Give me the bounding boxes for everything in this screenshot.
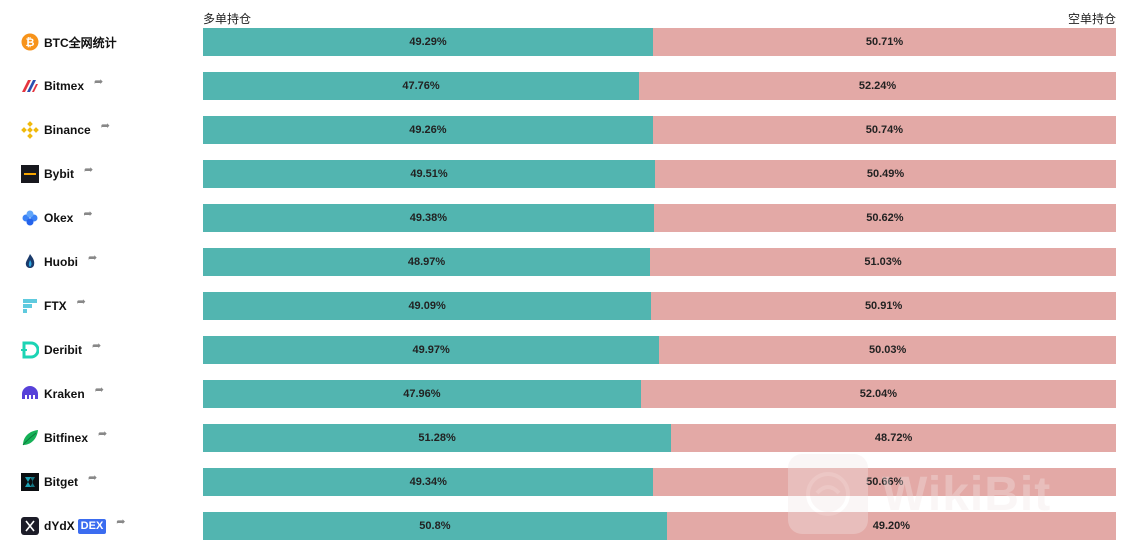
share-icon[interactable]: ➦ [100, 119, 110, 132]
long-segment: 51.28% [203, 424, 672, 452]
short-segment: 49.20% [666, 512, 1116, 540]
long-short-ratio-bar: 49.29% 50.71% [203, 28, 1116, 56]
short-segment: 52.24% [639, 72, 1116, 100]
short-segment: 50.71% [653, 28, 1116, 56]
long-segment: 49.97% [203, 336, 660, 364]
exchange-name: Okex [44, 211, 74, 225]
okex-icon [21, 209, 39, 227]
long-segment: 47.96% [203, 380, 641, 408]
exchange-label[interactable]: dYdX DEX ➦ [21, 512, 126, 540]
exchange-label[interactable]: ₿ BTC全网统计 [21, 28, 117, 56]
short-segment: 52.04% [640, 380, 1116, 408]
deribit-icon [21, 341, 39, 359]
long-short-ratio-bar: 47.76% 52.24% [203, 72, 1116, 100]
exchange-name: Binance [44, 123, 91, 137]
exchange-row: dYdX DEX ➦ 50.8% 49.20% [0, 512, 1130, 540]
exchange-row: ₿ BTC全网统计 49.29% 50.71% [0, 28, 1130, 56]
long-position-header: 多单持仓 [203, 12, 252, 26]
exchange-label[interactable]: Deribit ➦ [21, 336, 101, 364]
long-short-ratio-bar: 49.34% 50.66% [203, 468, 1116, 496]
exchange-row: Bybit ➦ 49.51% 50.49% [0, 160, 1130, 188]
share-icon[interactable]: ➦ [94, 383, 104, 396]
short-position-header: 空单持仓 [1067, 12, 1116, 26]
share-icon[interactable]: ➦ [94, 75, 104, 88]
exchange-name: Huobi [44, 255, 78, 269]
exchange-row: Bitget ➦ 49.34% 50.66% [0, 468, 1130, 496]
long-short-ratio-bar: 48.97% 51.03% [203, 248, 1116, 276]
short-segment: 50.03% [659, 336, 1116, 364]
long-segment: 49.29% [203, 28, 654, 56]
exchange-row: Binance ➦ 49.26% 50.74% [0, 116, 1130, 144]
long-segment: 49.09% [203, 292, 652, 320]
long-segment: 49.38% [203, 204, 654, 232]
exchange-label[interactable]: Bybit ➦ [21, 160, 93, 188]
long-short-ratio-bar: 49.09% 50.91% [203, 292, 1116, 320]
long-segment: 50.8% [203, 512, 667, 540]
exchange-row: Bitmex ➦ 47.76% 52.24% [0, 72, 1130, 100]
long-segment: 49.26% [203, 116, 653, 144]
dydx-icon [21, 517, 39, 535]
ftx-icon [21, 297, 39, 315]
long-segment: 48.97% [203, 248, 651, 276]
bitget-icon [21, 473, 39, 491]
long-short-ratio-bar: 49.26% 50.74% [203, 116, 1116, 144]
share-icon[interactable]: ➦ [98, 427, 108, 440]
long-short-ratio-bar: 49.51% 50.49% [203, 160, 1116, 188]
exchange-name: Kraken [44, 387, 85, 401]
long-short-ratio-bar: 49.38% 50.62% [203, 204, 1116, 232]
share-icon[interactable]: ➦ [92, 339, 102, 352]
exchange-name: Bitmex [44, 79, 85, 93]
binance-icon [21, 121, 39, 139]
exchange-name: BTC全网统计 [44, 35, 117, 50]
exchange-label[interactable]: Bitmex ➦ [21, 72, 103, 100]
exchange-row: FTX ➦ 49.09% 50.91% [0, 292, 1130, 320]
long-short-ratio-bar: 51.28% 48.72% [203, 424, 1116, 452]
exchange-label[interactable]: Okex ➦ [21, 204, 93, 232]
long-short-ratio-bar: 47.96% 52.04% [203, 380, 1116, 408]
exchange-row: Kraken ➦ 47.96% 52.04% [0, 380, 1130, 408]
share-icon[interactable]: ➦ [88, 471, 98, 484]
bybit-icon [21, 165, 39, 183]
exchange-name: FTX [44, 299, 67, 313]
bitfinex-icon [21, 429, 39, 447]
share-icon[interactable]: ➦ [76, 295, 86, 308]
long-segment: 47.76% [203, 72, 640, 100]
exchange-name: dYdX [44, 519, 75, 533]
exchange-label[interactable]: Bitfinex ➦ [21, 424, 107, 452]
short-segment: 50.74% [652, 116, 1116, 144]
exchange-name: Bitget [44, 475, 78, 489]
kraken-icon [21, 385, 39, 403]
short-segment: 50.62% [653, 204, 1116, 232]
share-icon[interactable]: ➦ [84, 163, 94, 176]
long-short-ratio-bar: 50.8% 49.20% [203, 512, 1116, 540]
share-icon[interactable]: ➦ [116, 515, 126, 528]
share-icon[interactable]: ➦ [83, 207, 93, 220]
short-segment: 50.91% [651, 292, 1116, 320]
exchange-label[interactable]: FTX ➦ [21, 292, 86, 320]
exchange-label[interactable]: Huobi ➦ [21, 248, 97, 276]
exchange-name: Deribit [44, 343, 83, 357]
bitmex-icon [21, 77, 39, 95]
bitcoin-icon: ₿ [21, 33, 39, 51]
dex-badge: DEX [77, 518, 107, 534]
exchange-label[interactable]: Binance ➦ [21, 116, 110, 144]
svg-text:₿: ₿ [26, 37, 35, 49]
exchange-row: Deribit ➦ 49.97% 50.03% [0, 336, 1130, 364]
exchange-label[interactable]: Kraken ➦ [21, 380, 104, 408]
exchange-name: Bybit [44, 167, 74, 181]
exchange-row: Okex ➦ 49.38% 50.62% [0, 204, 1130, 232]
long-segment: 49.34% [203, 468, 654, 496]
short-segment: 51.03% [650, 248, 1116, 276]
short-segment: 50.49% [655, 160, 1116, 188]
short-segment: 48.72% [671, 424, 1116, 452]
share-icon[interactable]: ➦ [88, 251, 98, 264]
exchange-label[interactable]: Bitget ➦ [21, 468, 97, 496]
long-short-ratio-bar: 49.97% 50.03% [203, 336, 1116, 364]
long-segment: 49.51% [203, 160, 656, 188]
short-segment: 50.66% [653, 468, 1116, 496]
exchange-row: Huobi ➦ 48.97% 51.03% [0, 248, 1130, 276]
exchange-row: Bitfinex ➦ 51.28% 48.72% [0, 424, 1130, 452]
huobi-icon [21, 253, 39, 271]
exchange-name: Bitfinex [44, 431, 89, 445]
